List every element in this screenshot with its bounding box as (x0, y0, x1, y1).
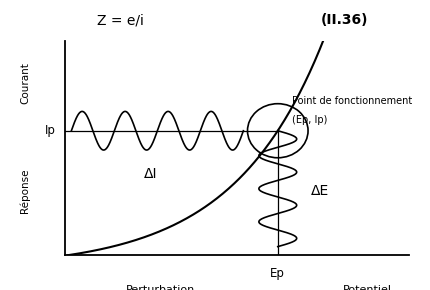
Text: (II.36): (II.36) (320, 13, 368, 27)
Text: Ep: Ep (270, 267, 285, 280)
Text: Ip: Ip (45, 124, 56, 137)
Text: (Ep, Ip): (Ep, Ip) (292, 115, 327, 125)
Text: Perturbation: Perturbation (126, 285, 196, 290)
Text: Courant: Courant (20, 63, 30, 104)
Text: Réponse: Réponse (20, 168, 30, 213)
Text: Z = e/i: Z = e/i (97, 13, 144, 27)
Text: ΔI: ΔI (144, 167, 157, 181)
Text: Point de fonctionnement: Point de fonctionnement (292, 96, 412, 106)
Text: Potentiel: Potentiel (343, 285, 392, 290)
Text: ΔE: ΔE (310, 184, 329, 198)
